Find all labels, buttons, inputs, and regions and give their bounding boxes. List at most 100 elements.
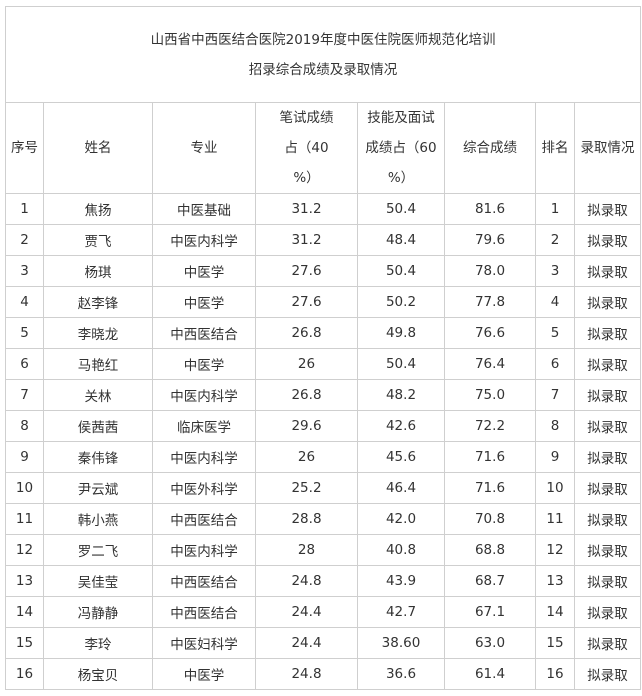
table-row: 16 杨宝贝 中医学 24.8 36.6 61.4 16 拟录取 <box>5 658 642 690</box>
cell-rank: 7 <box>535 379 575 411</box>
cell-major: 中医外科学 <box>152 472 256 504</box>
header-row: 序号 姓名 专业 笔试成绩占（40 %） 技能及面试成绩占（60 %） 综合成绩… <box>5 102 642 194</box>
cell-total-score: 71.6 <box>444 441 536 473</box>
cell-admission-status: 拟录取 <box>573 534 642 566</box>
table-row: 3 杨琪 中医学 27.6 50.4 78.0 3 拟录取 <box>5 255 642 287</box>
cell-major: 临床医学 <box>152 410 256 442</box>
cell-index: 3 <box>5 255 44 287</box>
cell-name: 秦伟锋 <box>43 441 153 473</box>
cell-index: 11 <box>5 503 44 535</box>
cell-rank: 14 <box>535 596 575 628</box>
cell-admission-status: 拟录取 <box>573 224 642 256</box>
table-row: 2 贾飞 中医内科学 31.2 48.4 79.6 2 拟录取 <box>5 224 642 256</box>
cell-skills-score: 36.6 <box>357 658 445 690</box>
cell-index: 4 <box>5 286 44 318</box>
cell-index: 1 <box>5 193 44 225</box>
cell-skills-score: 42.7 <box>357 596 445 628</box>
table-title: 山西省中西医结合医院2019年度中医住院医师规范化培训 招录综合成绩及录取情况 <box>4 6 642 103</box>
table-row: 11 韩小燕 中西医结合 28.8 42.0 70.8 11 拟录取 <box>5 503 642 535</box>
cell-name: 杨琪 <box>43 255 153 287</box>
cell-index: 16 <box>5 658 44 690</box>
table-row: 6 马艳红 中医学 26 50.4 76.4 6 拟录取 <box>5 348 642 380</box>
cell-skills-score: 48.2 <box>357 379 445 411</box>
cell-written-score: 24.4 <box>255 596 358 628</box>
cell-skills-score: 42.6 <box>357 410 445 442</box>
cell-written-score: 24.4 <box>255 627 358 659</box>
cell-index: 7 <box>5 379 44 411</box>
cell-admission-status: 拟录取 <box>573 627 642 659</box>
cell-admission-status: 拟录取 <box>573 255 642 287</box>
cell-index: 10 <box>5 472 44 504</box>
cell-rank: 3 <box>535 255 575 287</box>
cell-major: 中西医结合 <box>152 317 256 349</box>
cell-major: 中医学 <box>152 348 256 380</box>
cell-major: 中医内科学 <box>152 441 256 473</box>
cell-name: 马艳红 <box>43 348 153 380</box>
cell-rank: 8 <box>535 410 575 442</box>
title-line-1: 山西省中西医结合医院2019年度中医住院医师规范化培训 <box>150 31 496 48</box>
cell-total-score: 72.2 <box>444 410 536 442</box>
col-header-skills: 技能及面试成绩占（60 %） <box>357 102 445 194</box>
table-row: 13 吴佳莹 中西医结合 24.8 43.9 68.7 13 拟录取 <box>5 565 642 597</box>
cell-skills-score: 45.6 <box>357 441 445 473</box>
cell-major: 中西医结合 <box>152 503 256 535</box>
cell-index: 13 <box>5 565 44 597</box>
cell-total-score: 75.0 <box>444 379 536 411</box>
cell-total-score: 76.4 <box>444 348 536 380</box>
cell-total-score: 68.8 <box>444 534 536 566</box>
cell-written-score: 28 <box>255 534 358 566</box>
cell-written-score: 24.8 <box>255 658 358 690</box>
table-row: 1 焦扬 中医基础 31.2 50.4 81.6 1 拟录取 <box>5 193 642 225</box>
cell-skills-score: 43.9 <box>357 565 445 597</box>
cell-admission-status: 拟录取 <box>573 503 642 535</box>
cell-skills-score: 46.4 <box>357 472 445 504</box>
cell-total-score: 67.1 <box>444 596 536 628</box>
cell-written-score: 27.6 <box>255 286 358 318</box>
cell-rank: 5 <box>535 317 575 349</box>
cell-rank: 1 <box>535 193 575 225</box>
cell-admission-status: 拟录取 <box>573 286 642 318</box>
cell-name: 冯静静 <box>43 596 153 628</box>
cell-total-score: 77.8 <box>444 286 536 318</box>
cell-admission-status: 拟录取 <box>573 317 642 349</box>
cell-index: 8 <box>5 410 44 442</box>
cell-written-score: 26.8 <box>255 317 358 349</box>
cell-admission-status: 拟录取 <box>573 410 642 442</box>
cell-skills-score: 50.4 <box>357 255 445 287</box>
cell-written-score: 26 <box>255 441 358 473</box>
cell-total-score: 63.0 <box>444 627 536 659</box>
cell-major: 中西医结合 <box>152 596 256 628</box>
cell-written-score: 31.2 <box>255 224 358 256</box>
cell-rank: 4 <box>535 286 575 318</box>
cell-written-score: 28.8 <box>255 503 358 535</box>
cell-written-score: 29.6 <box>255 410 358 442</box>
cell-major: 中医内科学 <box>152 534 256 566</box>
results-table: 山西省中西医结合医院2019年度中医住院医师规范化培训 招录综合成绩及录取情况 … <box>4 6 642 690</box>
cell-rank: 2 <box>535 224 575 256</box>
col-header-status: 录取情况 <box>573 102 642 194</box>
cell-major: 中医基础 <box>152 193 256 225</box>
cell-total-score: 76.6 <box>444 317 536 349</box>
cell-major: 中医学 <box>152 658 256 690</box>
cell-rank: 13 <box>535 565 575 597</box>
table-row: 5 李晓龙 中西医结合 26.8 49.8 76.6 5 拟录取 <box>5 317 642 349</box>
col-header-rank: 排名 <box>535 102 575 194</box>
title-row: 山西省中西医结合医院2019年度中医住院医师规范化培训 招录综合成绩及录取情况 <box>4 6 642 103</box>
cell-skills-score: 50.4 <box>357 193 445 225</box>
col-header-total: 综合成绩 <box>444 102 536 194</box>
col-header-index: 序号 <box>5 102 44 194</box>
cell-name: 罗二飞 <box>43 534 153 566</box>
cell-name: 尹云斌 <box>43 472 153 504</box>
cell-total-score: 70.8 <box>444 503 536 535</box>
cell-written-score: 24.8 <box>255 565 358 597</box>
table-row: 8 侯茜茜 临床医学 29.6 42.6 72.2 8 拟录取 <box>5 410 642 442</box>
cell-rank: 12 <box>535 534 575 566</box>
table-row: 14 冯静静 中西医结合 24.4 42.7 67.1 14 拟录取 <box>5 596 642 628</box>
cell-name: 焦扬 <box>43 193 153 225</box>
cell-major: 中西医结合 <box>152 565 256 597</box>
col-header-written: 笔试成绩占（40 %） <box>255 102 358 194</box>
table-row: 10 尹云斌 中医外科学 25.2 46.4 71.6 10 拟录取 <box>5 472 642 504</box>
cell-index: 12 <box>5 534 44 566</box>
cell-major: 中医内科学 <box>152 379 256 411</box>
cell-admission-status: 拟录取 <box>573 379 642 411</box>
